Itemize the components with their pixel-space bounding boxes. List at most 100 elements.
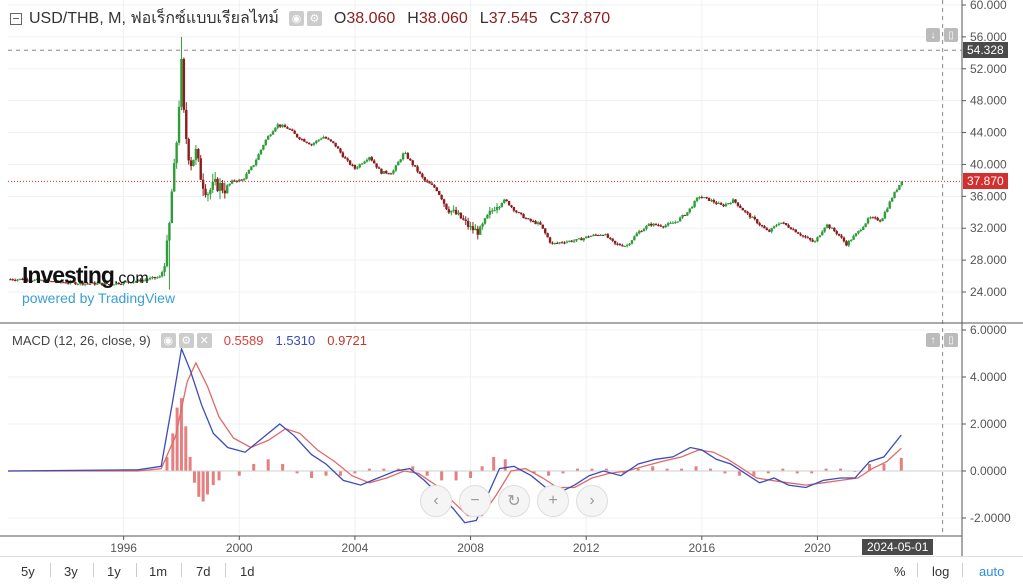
time-tick-label: 1996 [110,541,137,555]
candle-body [271,131,275,135]
candle-body [54,281,58,283]
candle-body [669,222,672,224]
candle-body [857,230,860,234]
candle-body [204,188,207,196]
candle-body [510,205,513,208]
divider [962,563,963,577]
candle-body [703,197,706,199]
brand-name: Investing.com [22,262,149,288]
candle-body [823,227,826,232]
candle-body [777,223,781,226]
candle-body [507,201,511,206]
candle-body [722,204,725,207]
candle-body [406,153,410,159]
candle-body [392,170,395,174]
candle-body [866,218,870,224]
candle-body [264,139,267,146]
zoom-out-icon[interactable]: − [459,485,491,517]
reset-icon[interactable]: ↻ [498,485,530,517]
scroll-right-icon[interactable]: › [576,485,608,517]
candle-body [132,281,135,283]
macd-histogram-bar [396,468,400,471]
macd-histogram-bar [454,471,458,481]
divider [225,563,226,577]
candle-body [40,280,43,282]
candle-body [120,284,123,286]
scroll-left-icon[interactable]: ‹ [420,485,452,517]
candle-body [279,124,282,127]
timeframe-5y[interactable]: 5y [21,564,35,579]
candle-body [531,221,535,223]
move-down-icon[interactable]: ↓ [926,28,940,42]
candle-body [298,137,301,140]
candle-body [14,279,17,281]
candle-body [247,170,251,174]
timeframe-1m[interactable]: 1m [149,564,168,579]
maximize-icon[interactable]: ▯ [944,333,958,347]
gear-icon[interactable]: ⚙ [306,11,322,26]
price-tick-label: 32.000 [970,221,1007,235]
candle-body [886,208,889,212]
candle-body [139,279,142,282]
candle-body [452,209,455,211]
candle-body [322,136,325,139]
close-icon[interactable]: ✕ [196,333,212,348]
candle-body [69,281,72,284]
candle-body [423,177,426,181]
log-scale-button[interactable]: log [932,564,950,579]
maximize-icon[interactable]: ▯ [944,28,958,42]
candle-body [170,191,174,224]
candle-body [148,277,152,280]
candle-body [81,282,84,285]
candle-body [633,236,636,241]
candle-body [854,233,858,236]
candle-body [878,220,882,222]
symbol-title: USD/THB, M, ฟอเร็กซ์แบบเรียลไทม์ [29,10,279,27]
candle-body [758,223,761,226]
timeframe-1y[interactable]: 1y [107,564,121,579]
candle-body [871,217,875,219]
candle-body [47,280,51,282]
auto-scale-button[interactable]: auto [979,564,1005,579]
candle-body [650,223,653,226]
timeframe-3y[interactable]: 3y [64,564,78,579]
candle-body [674,222,677,224]
candle-body [486,214,489,219]
percent-scale-button[interactable]: % [894,564,906,579]
candle-body [796,232,800,234]
candle-body [334,142,337,147]
candle-body [556,242,559,244]
candle-body [151,276,154,278]
collapse-icon[interactable] [10,12,22,25]
candle-body [780,222,783,224]
timeframe-1d[interactable]: 1d [240,564,255,579]
macd-histogram-bar [367,468,371,471]
gear-icon[interactable]: ⚙ [178,333,194,348]
candle-body [476,228,479,235]
candle-body [519,212,523,214]
macd-pane-controls: ↑ ▯ [922,333,958,347]
candle-body [459,212,463,219]
eye-icon[interactable]: ◉ [288,11,304,26]
candle-body [862,226,865,230]
candle-body [712,200,716,203]
candle-body [442,199,446,204]
macd-histogram-bar [604,468,608,471]
candle-body [816,237,819,242]
candle-body [818,235,822,238]
candle-body [122,281,125,285]
candle-body [329,139,333,142]
timeframe-7d[interactable]: 7d [196,564,211,579]
eye-icon[interactable]: ◉ [160,333,176,348]
candle-body [95,283,99,285]
investing-logo[interactable]: Investing.com powered by TradingView [22,262,175,306]
candle-body [724,203,728,207]
macd-pane [7,346,962,524]
candle-body [609,237,612,239]
move-up-icon[interactable]: ↑ [926,333,940,347]
macd-histogram-bar [184,426,188,471]
zoom-in-icon[interactable]: + [537,485,569,517]
macd-histogram-bar [795,471,799,474]
candle-body [158,276,161,278]
